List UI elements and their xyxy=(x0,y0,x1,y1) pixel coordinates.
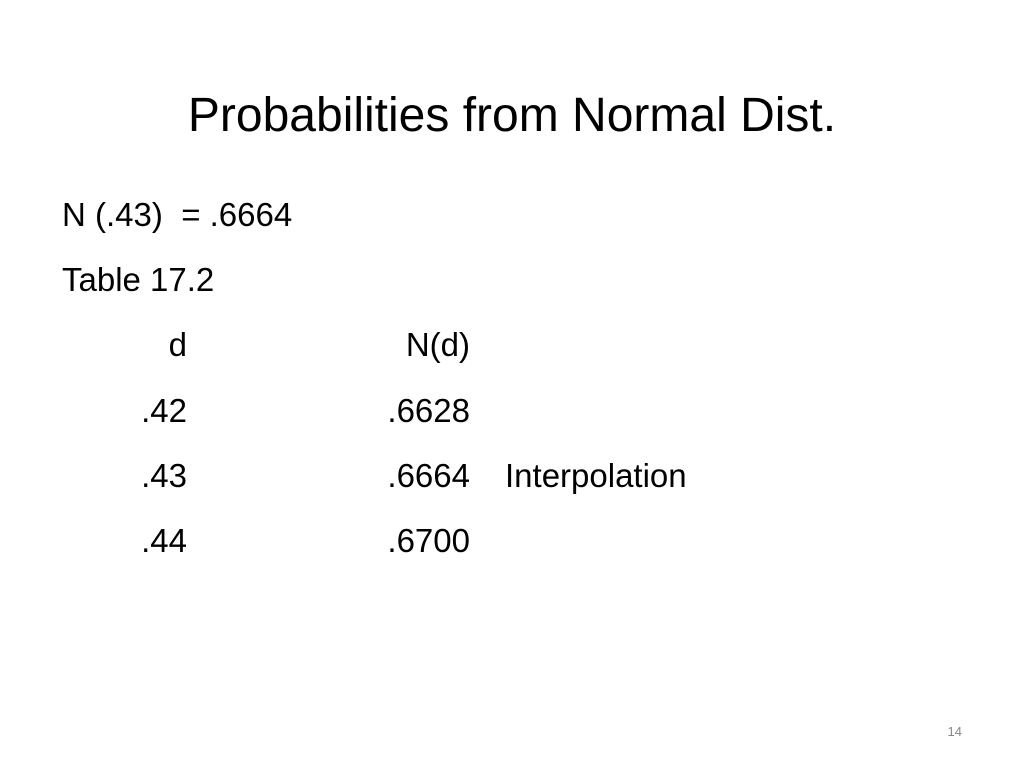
text-line: Table 17.2 xyxy=(62,261,215,298)
table-header: d xyxy=(168,326,187,363)
table-cell: .42 xyxy=(141,392,187,429)
table-cell: .6664 xyxy=(387,457,470,494)
slide-title: Probabilities from Normal Dist. xyxy=(187,89,837,142)
table-cell: .6628 xyxy=(387,392,470,429)
table-header: N(d) xyxy=(405,326,470,363)
table-cell: .43 xyxy=(141,457,187,494)
table-cell: .6700 xyxy=(387,522,470,559)
table-cell: .44 xyxy=(141,522,187,559)
annotation: Interpolation xyxy=(505,457,687,494)
text-line: N (.43) = .6664 xyxy=(62,196,293,233)
page-number: 14 xyxy=(947,724,962,739)
